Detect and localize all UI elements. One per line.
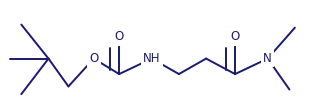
Text: O: O	[231, 30, 240, 43]
Text: O: O	[114, 30, 124, 43]
Text: O: O	[89, 52, 98, 65]
Text: NH: NH	[143, 52, 161, 65]
Text: N: N	[263, 52, 272, 65]
